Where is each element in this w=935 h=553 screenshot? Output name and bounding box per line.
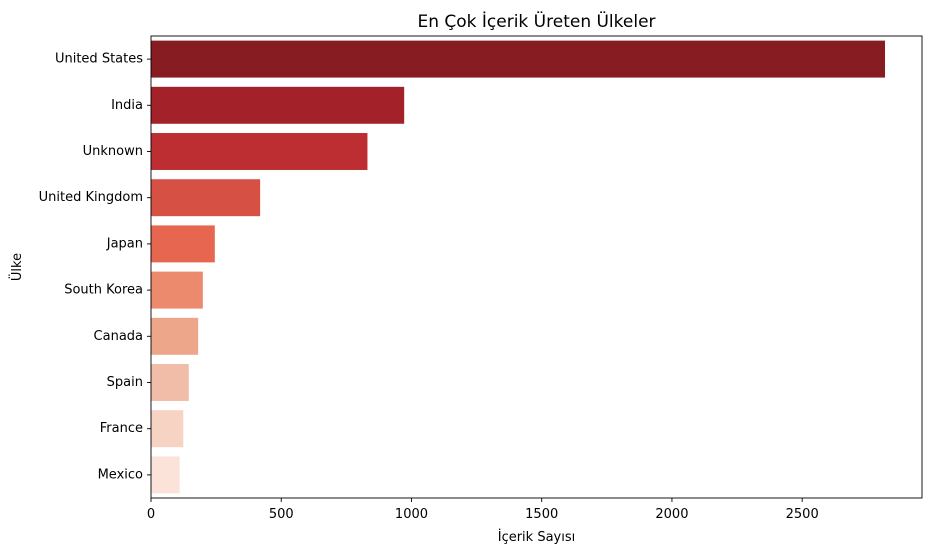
y-tick-label: Mexico <box>98 467 143 482</box>
x-axis-label: İçerik Sayısı <box>498 529 576 545</box>
bars-group <box>151 40 886 494</box>
y-tick-label: France <box>100 421 143 436</box>
bar <box>151 317 199 355</box>
y-tick-label: Canada <box>94 329 143 344</box>
bar <box>151 40 886 78</box>
y-tick-label: Japan <box>106 236 143 251</box>
bar <box>151 133 368 170</box>
x-axis-ticks: 0 500 1000 1500 2000 2500 <box>147 498 819 522</box>
bar <box>151 410 184 448</box>
bar <box>151 456 180 494</box>
y-tick-label: India <box>111 98 143 113</box>
x-tick-label: 2500 <box>786 507 819 522</box>
bar <box>151 364 189 401</box>
x-tick-label: 1000 <box>395 507 428 522</box>
bar <box>151 271 203 309</box>
x-tick-label: 2000 <box>655 507 688 522</box>
y-tick-label: Unknown <box>83 144 143 159</box>
plot-frame <box>150 35 923 499</box>
y-tick-label: South Korea <box>64 283 143 298</box>
y-axis-ticks: United States India Unknown United Kingdom J… <box>39 52 151 482</box>
x-tick-label: 0 <box>147 507 155 522</box>
bar <box>151 179 261 217</box>
bar <box>151 225 215 263</box>
y-tick-label: United Kingdom <box>39 190 143 205</box>
bar <box>151 86 405 124</box>
x-tick-label: 500 <box>269 507 294 522</box>
chart-title: En Çok İçerik Üreten Ülkeler <box>417 10 655 32</box>
y-tick-label: Spain <box>107 375 143 390</box>
x-tick-label: 1500 <box>525 507 558 522</box>
y-tick-label: United States <box>55 52 143 67</box>
y-axis-label: Ülke <box>8 253 25 281</box>
